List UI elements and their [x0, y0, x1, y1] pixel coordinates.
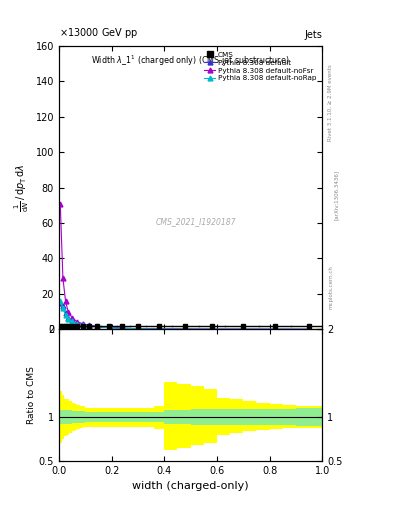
Pythia 8.308 default	[63, 310, 68, 316]
Text: CMS_2021_I1920187: CMS_2021_I1920187	[156, 217, 236, 226]
Pythia 8.308 default-noFsr	[61, 275, 65, 281]
Pythia 8.308 default-noFsr	[80, 321, 85, 327]
Pythia 8.308 default-noRap	[66, 315, 70, 322]
X-axis label: width (charged-only): width (charged-only)	[132, 481, 249, 491]
Pythia 8.308 default-noFsr	[157, 326, 162, 332]
Line: Pythia 8.308 default-noRap: Pythia 8.308 default-noRap	[58, 298, 312, 332]
Pythia 8.308 default-noRap	[157, 326, 162, 332]
Pythia 8.308 default-noRap	[87, 323, 92, 329]
Text: Rivet 3.1.10, ≥ 2.9M events: Rivet 3.1.10, ≥ 2.9M events	[328, 64, 333, 141]
Pythia 8.308 default-noFsr	[307, 326, 311, 332]
Pythia 8.308 default-noRap	[272, 326, 277, 332]
Pythia 8.308 default	[183, 326, 188, 332]
Pythia 8.308 default	[95, 324, 99, 330]
Pythia 8.308 default-noFsr	[58, 201, 62, 207]
Pythia 8.308 default-noRap	[63, 312, 68, 318]
Pythia 8.308 default	[70, 317, 75, 324]
Pythia 8.308 default-noRap	[58, 298, 62, 304]
Pythia 8.308 default	[66, 315, 70, 321]
Pythia 8.308 default	[58, 300, 62, 306]
Line: Pythia 8.308 default: Pythia 8.308 default	[58, 301, 312, 332]
Pythia 8.308 default-noRap	[95, 324, 99, 330]
Pythia 8.308 default-noFsr	[107, 325, 111, 331]
Text: Jets: Jets	[305, 30, 322, 40]
Legend: CMS, Pythia 8.308 default, Pythia 8.308 default-noFsr, Pythia 8.308 default-noRa: CMS, Pythia 8.308 default, Pythia 8.308 …	[202, 50, 319, 83]
Pythia 8.308 default	[107, 325, 111, 331]
Pythia 8.308 default-noFsr	[95, 324, 99, 330]
Pythia 8.308 default-noFsr	[66, 309, 70, 315]
Pythia 8.308 default-noFsr	[75, 319, 80, 325]
Pythia 8.308 default-noFsr	[183, 326, 188, 332]
Pythia 8.308 default-noFsr	[120, 325, 125, 331]
Pythia 8.308 default	[241, 326, 246, 332]
Pythia 8.308 default-noFsr	[272, 326, 277, 332]
Pythia 8.308 default	[87, 323, 92, 329]
Pythia 8.308 default-noRap	[136, 326, 140, 332]
Pythia 8.308 default	[272, 326, 277, 332]
Pythia 8.308 default-noFsr	[241, 326, 246, 332]
Pythia 8.308 default	[75, 320, 80, 326]
Pythia 8.308 default-noFsr	[87, 323, 92, 329]
Y-axis label: Ratio to CMS: Ratio to CMS	[27, 366, 36, 424]
Pythia 8.308 default	[157, 326, 162, 332]
Pythia 8.308 default	[61, 303, 65, 309]
Pythia 8.308 default-noRap	[183, 326, 188, 332]
Line: Pythia 8.308 default-noFsr: Pythia 8.308 default-noFsr	[58, 201, 312, 332]
Pythia 8.308 default	[120, 325, 125, 331]
Pythia 8.308 default-noRap	[70, 318, 75, 325]
Pythia 8.308 default-noRap	[80, 322, 85, 328]
Pythia 8.308 default	[80, 321, 85, 327]
Pythia 8.308 default-noFsr	[136, 326, 140, 332]
Pythia 8.308 default-noFsr	[70, 315, 75, 321]
Text: mcplots.cern.ch: mcplots.cern.ch	[328, 265, 333, 309]
Pythia 8.308 default-noRap	[61, 305, 65, 311]
Pythia 8.308 default-noRap	[75, 321, 80, 327]
Pythia 8.308 default-noRap	[107, 325, 111, 331]
Pythia 8.308 default	[136, 326, 140, 332]
Pythia 8.308 default	[307, 326, 311, 332]
Pythia 8.308 default-noFsr	[209, 326, 214, 332]
Pythia 8.308 default-noRap	[241, 326, 246, 332]
Pythia 8.308 default-noFsr	[63, 298, 68, 304]
Text: Width $\lambda\_1^1$ (charged only) (CMS jet substructure): Width $\lambda\_1^1$ (charged only) (CMS…	[92, 53, 290, 68]
Pythia 8.308 default	[209, 326, 214, 332]
Pythia 8.308 default-noRap	[307, 326, 311, 332]
Pythia 8.308 default-noRap	[120, 325, 125, 331]
Y-axis label: $\frac{1}{\mathrm{d}N}\,/\,\mathrm{d}p_\mathrm{T}\,\mathrm{d}\lambda$: $\frac{1}{\mathrm{d}N}\,/\,\mathrm{d}p_\…	[13, 163, 31, 212]
Text: $\times$13000 GeV pp: $\times$13000 GeV pp	[59, 26, 138, 40]
Pythia 8.308 default-noRap	[209, 326, 214, 332]
Text: [arXiv:1306.3436]: [arXiv:1306.3436]	[334, 169, 339, 220]
